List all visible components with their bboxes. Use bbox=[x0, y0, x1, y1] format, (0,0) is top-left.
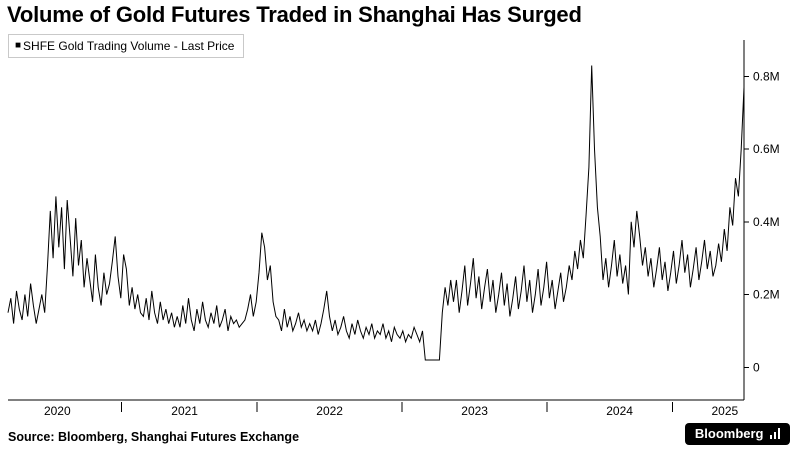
volume-line-series bbox=[7, 65, 745, 361]
y-axis-tick-label: 0.2M bbox=[753, 288, 780, 302]
x-axis-year-label: 2023 bbox=[461, 404, 488, 418]
bloomberg-logo: Bloomberg bbox=[684, 423, 790, 445]
legend-series-marker-icon: ■ bbox=[15, 40, 22, 51]
x-axis-year-label: 2025 bbox=[712, 404, 739, 418]
source-attribution: Source: Bloomberg, Shanghai Futures Exch… bbox=[8, 430, 300, 444]
y-axis-tick-label: 0.6M bbox=[753, 142, 780, 156]
legend-series-label: SHFE Gold Trading Volume - Last Price bbox=[23, 39, 235, 53]
bloomberg-bars-icon bbox=[769, 428, 780, 439]
x-axis-year-label: 2020 bbox=[44, 404, 71, 418]
x-axis-year-label: 2021 bbox=[171, 404, 198, 418]
y-axis-tick-label: 0.8M bbox=[753, 69, 780, 83]
x-axis-year-label: 2024 bbox=[606, 404, 633, 418]
legend: ■ SHFE Gold Trading Volume - Last Price bbox=[8, 34, 245, 58]
y-axis-tick-label: 0 bbox=[753, 360, 760, 374]
chart-title: Volume of Gold Futures Traded in Shangha… bbox=[7, 2, 582, 27]
x-axis-year-label: 2022 bbox=[316, 404, 343, 418]
bloomberg-logo-text: Bloomberg bbox=[694, 426, 764, 441]
y-axis-tick-label: 0.4M bbox=[753, 215, 780, 229]
